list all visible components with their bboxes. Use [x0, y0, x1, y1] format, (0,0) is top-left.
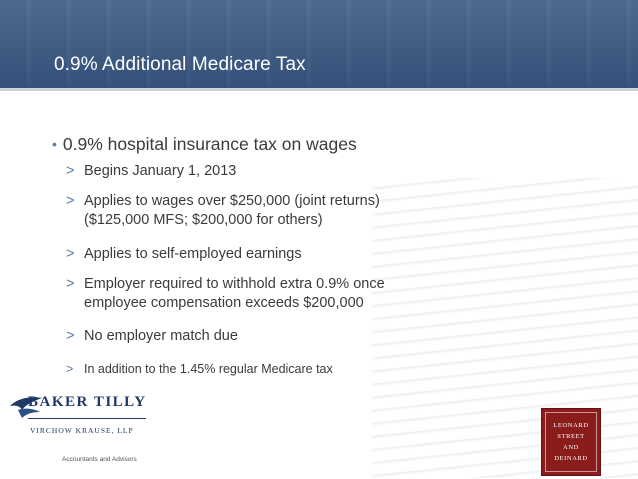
sub-item: > No employer match due: [66, 327, 238, 346]
logo-line: LEONARD: [553, 422, 589, 429]
sub-marker: >: [66, 246, 75, 262]
leonard-street-deinard-logo: LEONARD STREET AND DEINARD: [541, 408, 601, 476]
title-bar-texture: [0, 0, 638, 86]
main-bullet-text: 0.9% hospital insurance tax on wages: [62, 134, 357, 154]
logo-line: DEINARD: [554, 455, 588, 462]
sub-item-continuation: ($125,000 MFS; $200,000 for others): [84, 212, 323, 228]
sub-item: > In addition to the 1.45% regular Medica…: [66, 360, 333, 379]
sub-item-text: Employer required to withhold extra 0.9%…: [84, 276, 385, 292]
bullet-marker: •: [52, 136, 57, 152]
sub-item-text: No employer match due: [84, 328, 238, 344]
logo-line: STREET: [557, 433, 585, 440]
slide-title: 0.9% Additional Medicare Tax: [54, 54, 306, 75]
logo-name: BAKER TILLY: [28, 394, 147, 410]
sub-marker: >: [66, 328, 75, 344]
sub-item: > Applies to self-employed earnings: [66, 245, 302, 264]
logo-rule: [28, 418, 146, 419]
bird-mark-icon: [10, 397, 42, 418]
sub-item: > Begins January 1, 2013: [66, 162, 236, 181]
sub-marker: >: [66, 276, 75, 292]
sub-item: > Employer required to withhold extra 0.9…: [66, 275, 385, 313]
sub-marker: >: [66, 193, 75, 209]
sub-marker: >: [66, 362, 74, 376]
sub-item-text: In addition to the 1.45% regular Medicar…: [84, 362, 333, 376]
main-bullet: • 0.9% hospital insurance tax on wages: [52, 134, 357, 155]
logo-line: AND: [563, 444, 579, 451]
sub-item-text: Applies to self-employed earnings: [84, 246, 302, 262]
sub-item-continuation: employee compensation exceeds $200,000: [84, 295, 364, 311]
sub-item-text: Begins January 1, 2013: [84, 163, 237, 179]
sub-marker: >: [66, 163, 75, 179]
title-bar: 0.9% Additional Medicare Tax: [0, 0, 638, 88]
baker-tilly-logo: BAKER TILLY VIRCHOW KRAUSE, LLP Accounta…: [8, 392, 158, 472]
sub-item: > Applies to wages over $250,000 (joint r…: [66, 192, 380, 230]
logo-descriptor: Accountants and Advisors: [62, 456, 137, 463]
logo-tagline: VIRCHOW KRAUSE, LLP: [30, 426, 134, 435]
sub-item-text: Applies to wages over $250,000 (joint re…: [84, 193, 380, 209]
logo-frame: [545, 412, 597, 472]
title-divider: [0, 88, 638, 91]
